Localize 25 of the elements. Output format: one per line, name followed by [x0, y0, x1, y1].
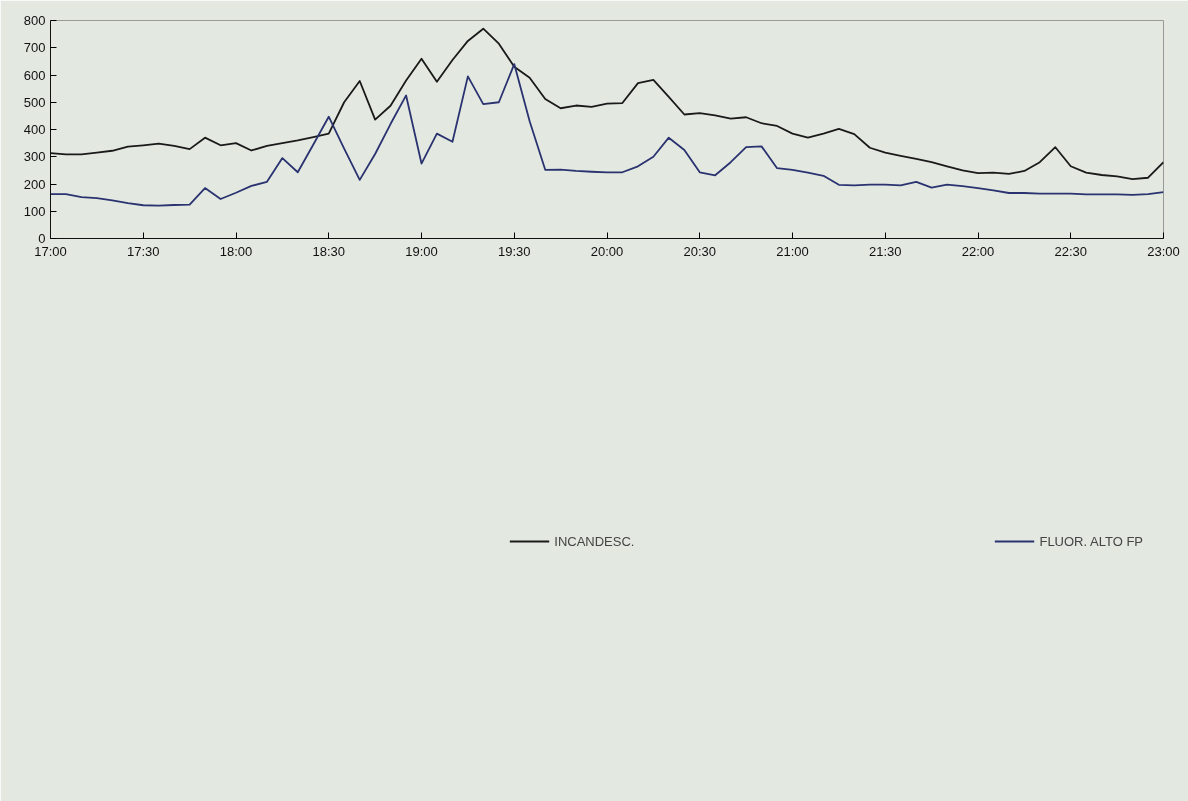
x-tick-label: 17:30 [126, 243, 160, 259]
line-series [50, 63, 1164, 207]
y-tick-label: 0 [38, 231, 46, 246]
y-tick-label: 600 [23, 67, 46, 83]
y-tick-label: 400 [23, 122, 46, 137]
y-tick-label: 300 [23, 149, 46, 165]
x-tick-label: 23:00 [1147, 243, 1180, 259]
x-tick-label: 21:30 [868, 243, 902, 259]
x-tick-label: 17:00 [34, 243, 67, 259]
x-tick-label: 19:30 [497, 243, 531, 259]
x-tick-label: 18:00 [219, 243, 253, 259]
x-tick-label: 22:00 [961, 243, 995, 259]
x-tick-label: 21:00 [776, 243, 809, 259]
x-tick-label: 20:30 [683, 243, 717, 259]
legend-label: INCANDESC. [554, 533, 635, 549]
y-tick-label: 200 [23, 176, 46, 192]
legend-label: FLUOR. ALTO FP [1039, 533, 1143, 549]
y-tick-label: 800 [23, 13, 46, 28]
x-tick-label: 18:30 [312, 243, 346, 259]
x-tick-label: 20:00 [590, 243, 624, 259]
x-tick-label: 19:00 [405, 243, 438, 259]
x-tick-label: 22:30 [1054, 243, 1088, 259]
y-tick-label: 700 [23, 40, 46, 56]
y-tick-label: 100 [23, 203, 46, 219]
y-tick-label: 500 [23, 94, 46, 110]
